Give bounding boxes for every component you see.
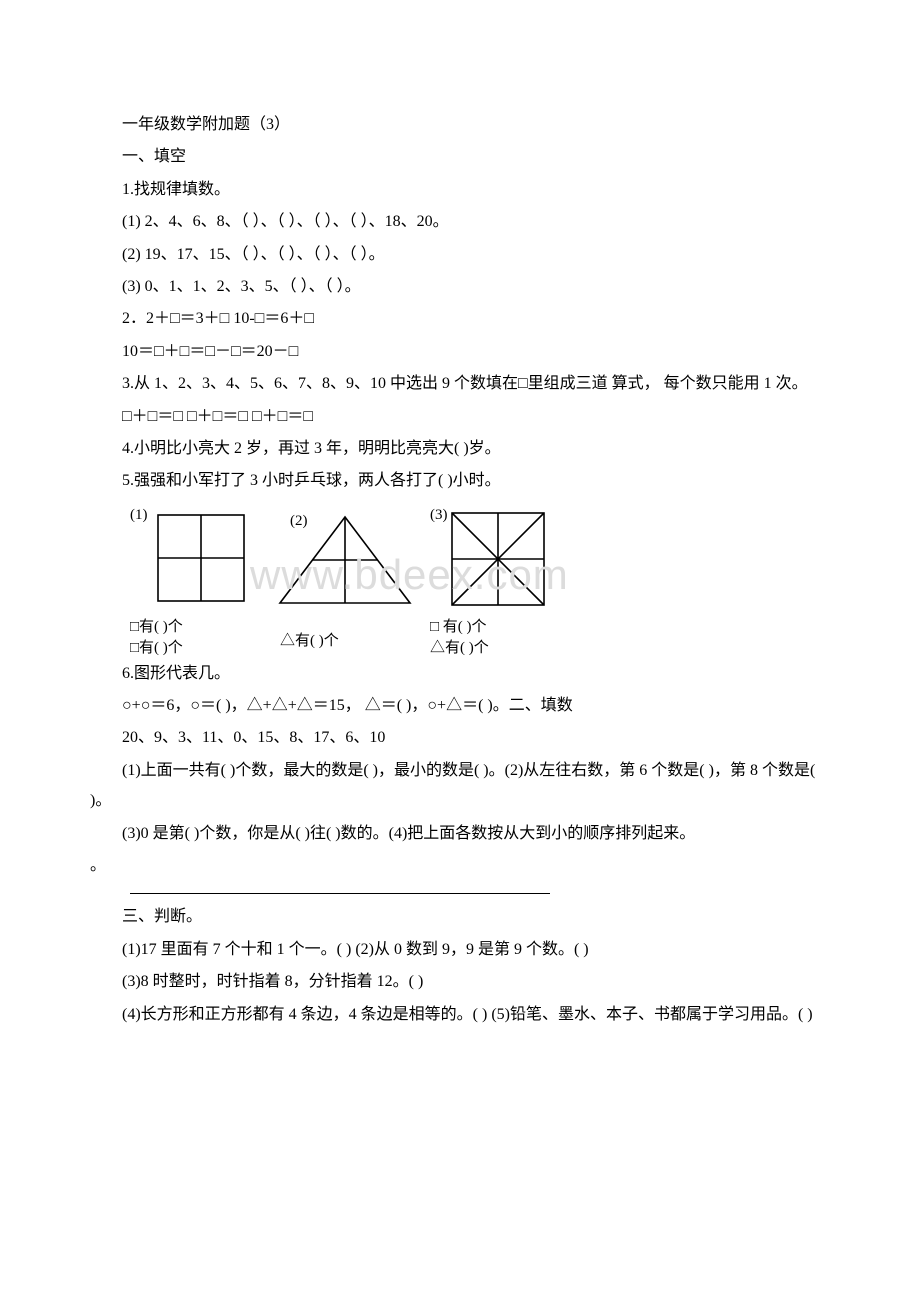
shapes-svg: (1) (2) (3) (130, 505, 560, 613)
q2-line2: 10＝□＋□＝□－□＝20－□ (90, 337, 830, 367)
q1-sub1: (1) 2、4、6、8、（ ）、（ ）、（ ）、（ ）、18、20。 (90, 207, 830, 237)
q2-line1: 2．2＋□＝3＋□ 10-□＝6＋□ (90, 304, 830, 334)
q3-text: 3.从 1、2、3、4、5、6、7、8、9、10 中选出 9 个数填在□里组成三… (90, 369, 830, 399)
s2-period: 。 (90, 851, 830, 881)
q1-sub3: (3) 0、1、1、2、3、5、（ ）、（ ）。 (90, 272, 830, 302)
fig3-caption-a: □ 有( )个 (430, 617, 580, 638)
figure-captions: □有( )个 □有( )个 △有( )个 □ 有( )个 △有( )个 (130, 617, 830, 659)
section2-numbers: 20、9、3、11、0、15、8、17、6、10 (90, 723, 830, 753)
answer-blank-line (130, 893, 550, 894)
fig2-caption: △有( )个 (280, 631, 430, 652)
s3-q4: (4)长方形和正方形都有 4 条边，4 条边是相等的。( ) (5)铅笔、墨水、… (90, 1000, 830, 1030)
q5-text: 5.强强和小军打了 3 小时乒乓球，两人各打了( )小时。 (90, 466, 830, 496)
fig1-caption-b: □有( )个 (130, 638, 280, 659)
section3-heading: 三、判断。 (90, 902, 830, 932)
s2-q1: (1)上面一共有( )个数，最大的数是( )，最小的数是( )。(2)从左往右数… (90, 756, 830, 817)
fig1-label: (1) (130, 507, 148, 523)
q1-label: 1.找规律填数。 (90, 175, 830, 205)
q1-sub2: (2) 19、17、15、（ ）、（ ）、（ ）、（ ）。 (90, 240, 830, 270)
q6-line1: ○+○＝6，○＝( )，△+△+△＝15， △＝( )，○+△＝( )。二、填数 (90, 691, 830, 721)
q6-label: 6.图形代表几。 (90, 659, 830, 689)
q3-expr: □＋□＝□ □＋□＝□ □＋□＝□ (90, 402, 830, 432)
fig2-label: (2) (290, 513, 308, 529)
page-title: 一年级数学附加题（3） (90, 110, 830, 140)
q4-text: 4.小明比小亮大 2 岁，再过 3 年，明明比亮亮大( )岁。 (90, 434, 830, 464)
s2-q3: (3)0 是第( )个数，你是从( )往( )数的。(4)把上面各数按从大到小的… (90, 819, 830, 849)
s3-q3: (3)8 时整时，时针指着 8，分针指着 12。( ) (90, 967, 830, 997)
s3-q1: (1)17 里面有 7 个十和 1 个一。( ) (2)从 0 数到 9，9 是… (90, 935, 830, 965)
fig3-caption-b: △有( )个 (430, 638, 580, 659)
fig1-caption-a: □有( )个 (130, 617, 280, 638)
section1-heading: 一、填空 (90, 142, 830, 172)
figures-container: www.bdeex.com (1) (2) (3) (130, 505, 830, 613)
fig3-label: (3) (430, 507, 448, 523)
